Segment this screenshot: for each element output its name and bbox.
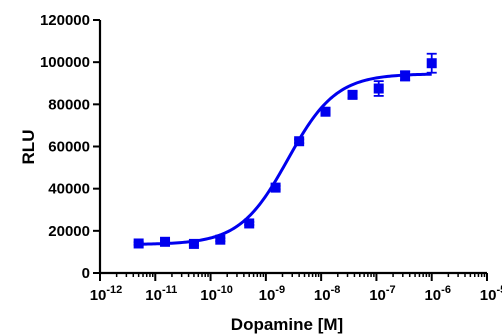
x-axis-title: Dopamine [M] xyxy=(231,315,343,334)
plot-area: 0 20000 40000 60000 80000 100000 120000 10-12 10… xyxy=(40,12,502,304)
data-point xyxy=(188,238,199,249)
y-tick-label: 40000 xyxy=(48,181,90,198)
y-axis-title: RLU xyxy=(19,130,38,165)
fit-curve xyxy=(138,72,432,246)
x-tick-label: 10-12 xyxy=(90,284,123,304)
data-point xyxy=(160,236,171,247)
y-tick-label: 100000 xyxy=(40,54,90,71)
data-point xyxy=(270,182,281,193)
x-tick-label: 10-10 xyxy=(200,284,233,304)
y-tick-label: 80000 xyxy=(48,96,90,113)
data-point xyxy=(320,106,331,117)
data-point xyxy=(426,58,437,69)
y-tick-label: 20000 xyxy=(48,223,90,240)
data-point xyxy=(373,83,384,94)
x-tick-label: 10-6 xyxy=(424,284,450,304)
x-tick-label: 10-9 xyxy=(259,284,285,304)
x-tick-label: 10-7 xyxy=(369,284,395,304)
data-point xyxy=(400,70,411,81)
y-tick-label: 120000 xyxy=(40,12,90,29)
y-tick-label: 60000 xyxy=(48,139,90,156)
x-tick-label: 10-11 xyxy=(145,284,177,304)
data-point xyxy=(244,218,255,229)
data-point xyxy=(215,234,226,245)
y-tick-label: 0 xyxy=(82,265,90,282)
x-tick-label: 10-8 xyxy=(314,284,340,304)
data-point xyxy=(133,238,144,249)
x-tick-label: 10-5 xyxy=(480,284,502,304)
data-point xyxy=(347,89,358,100)
data-point xyxy=(294,136,305,147)
